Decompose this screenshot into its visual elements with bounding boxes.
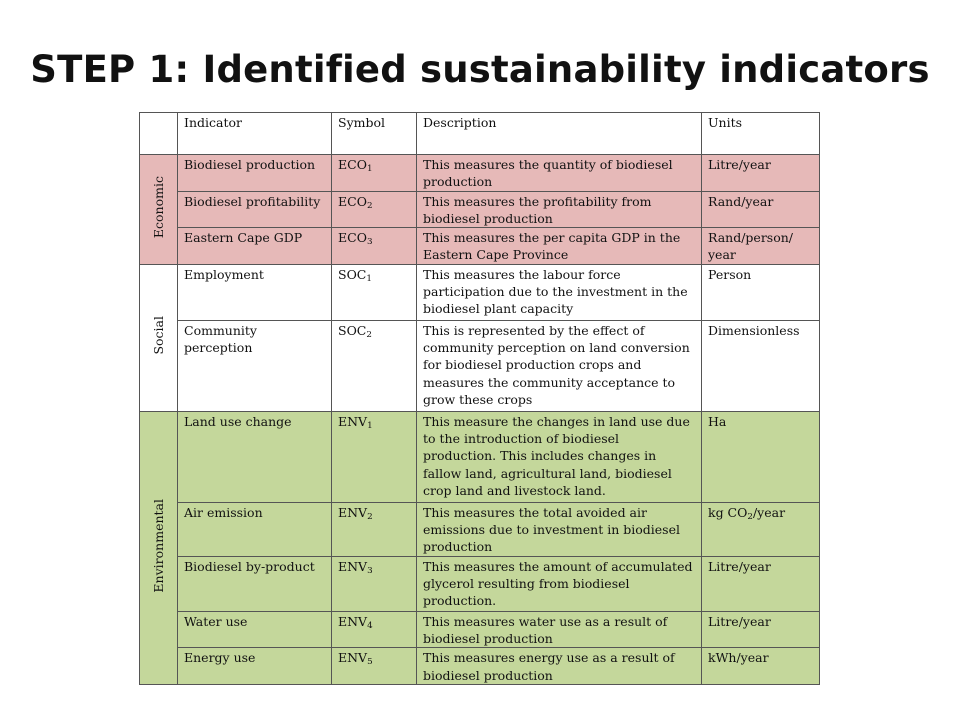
indicator-cell: Energy use [177,647,332,686]
indicator-cell: Land use change [177,410,332,503]
table-row: Environmental Land use change ENV1 This … [139,410,820,686]
table-row: Economic Biodiesel production ECO1 This … [139,154,820,265]
units-cell: Dimensionless [701,319,820,412]
indicator-cell: Water use [177,610,332,649]
symbol-cell: ECO1 [331,154,417,192]
table-row: Energy use ENV5 This measures energy use… [140,647,820,686]
category-label: Economic [150,176,166,239]
symbol-cell: ENV3 [331,555,417,612]
units-cell: Ha [701,410,820,503]
units-cell: kg CO2/year [701,501,820,557]
category-cell-social: Social [139,263,178,412]
symbol-cell: SOC1 [331,263,417,321]
symbol-cell: ENV1 [331,410,417,503]
description-cell: This measure the changes in land use due… [416,410,702,503]
category-cell-environmental: Environmental [139,410,178,686]
indicator-cell: Biodiesel production [177,154,332,192]
symbol-cell: ECO3 [331,227,417,265]
description-cell: This measures water use as a result of b… [416,610,702,649]
description-cell: This is represented by the effect of com… [416,319,702,412]
indicators-table: Indicator Symbol Description Units Econo… [139,112,820,686]
symbol-cell: ENV4 [331,610,417,649]
description-cell: This measures the labour force participa… [416,263,702,321]
header-units: Units [701,112,820,155]
units-cell: Litre/year [701,610,820,649]
header-indicator: Indicator [177,112,332,155]
units-cell: Rand/person/ year [701,227,820,265]
indicator-cell: Biodiesel profitability [177,190,332,229]
table-row: Air emission ENV2 This measures the tota… [140,501,820,557]
description-cell: This measures the quantity of biodiesel … [416,154,702,192]
slide-title: STEP 1: Identified sustainability indica… [30,48,930,91]
category-label: Social [150,316,166,355]
indicator-cell: Eastern Cape GDP [177,227,332,265]
symbol-cell: ENV2 [331,501,417,557]
table-row: Biodiesel by-product ENV3 This measures … [140,555,820,612]
description-cell: This measures the total avoided air emis… [416,501,702,557]
table-row: Eastern Cape GDP ECO3 This measures the … [140,227,820,265]
header-row: Indicator Symbol Description Units [139,112,820,155]
units-cell: Litre/year [701,555,820,612]
description-cell: This measures energy use as a result of … [416,647,702,686]
category-label: Environmental [150,499,166,593]
table-row: Biodiesel profitability ECO2 This measur… [140,190,820,229]
units-cell: kWh/year [701,647,820,686]
description-cell: This measures the profitability from bio… [416,190,702,229]
table-row: Water use ENV4 This measures water use a… [140,610,820,649]
indicator-cell: Biodiesel by-product [177,555,332,612]
header-symbol: Symbol [331,112,417,155]
category-cell-economic: Economic [139,154,178,265]
symbol-cell: SOC2 [331,319,417,412]
table-row: Community perception SOC2 This is repres… [140,319,820,412]
header-category [139,112,178,155]
description-cell: This measures the per capita GDP in the … [416,227,702,265]
symbol-cell: ECO2 [331,190,417,229]
indicator-cell: Air emission [177,501,332,557]
indicator-cell: Community perception [177,319,332,412]
units-cell: Litre/year [701,154,820,192]
units-cell: Rand/year [701,190,820,229]
description-cell: This measures the amount of accumulated … [416,555,702,612]
header-description: Description [416,112,702,155]
symbol-cell: ENV5 [331,647,417,686]
indicator-cell: Employment [177,263,332,321]
table-row: Social Employment SOC1 This measures the… [139,263,820,412]
units-cell: Person [701,263,820,321]
